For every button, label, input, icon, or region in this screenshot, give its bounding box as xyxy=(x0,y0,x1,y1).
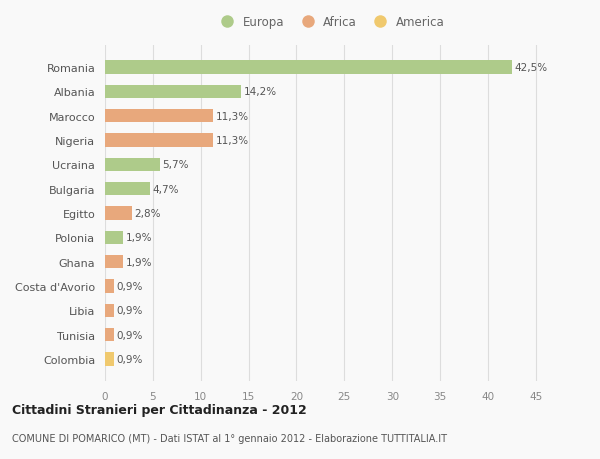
Bar xyxy=(105,280,113,293)
Bar xyxy=(105,304,113,317)
Text: 4,7%: 4,7% xyxy=(153,184,179,194)
Bar xyxy=(105,255,123,269)
Text: 11,3%: 11,3% xyxy=(216,112,249,121)
Text: 0,9%: 0,9% xyxy=(116,330,143,340)
Text: COMUNE DI POMARICO (MT) - Dati ISTAT al 1° gennaio 2012 - Elaborazione TUTTITALI: COMUNE DI POMARICO (MT) - Dati ISTAT al … xyxy=(12,433,447,442)
Text: 11,3%: 11,3% xyxy=(216,135,249,146)
Text: 1,9%: 1,9% xyxy=(126,257,152,267)
Bar xyxy=(105,158,160,172)
Text: Cittadini Stranieri per Cittadinanza - 2012: Cittadini Stranieri per Cittadinanza - 2… xyxy=(12,403,307,416)
Text: 5,7%: 5,7% xyxy=(163,160,189,170)
Text: 2,8%: 2,8% xyxy=(134,208,161,218)
Bar xyxy=(105,110,213,123)
Text: 42,5%: 42,5% xyxy=(515,63,548,73)
Bar xyxy=(105,61,512,74)
Text: 0,9%: 0,9% xyxy=(116,306,143,315)
Bar xyxy=(105,328,113,341)
Text: 14,2%: 14,2% xyxy=(244,87,277,97)
Bar xyxy=(105,231,123,244)
Bar xyxy=(105,85,241,99)
Bar xyxy=(105,353,113,366)
Bar xyxy=(105,207,132,220)
Text: 0,9%: 0,9% xyxy=(116,354,143,364)
Text: 1,9%: 1,9% xyxy=(126,233,152,243)
Text: 0,9%: 0,9% xyxy=(116,281,143,291)
Bar xyxy=(105,134,213,147)
Bar xyxy=(105,183,150,196)
Legend: Europa, Africa, America: Europa, Africa, America xyxy=(211,11,449,34)
